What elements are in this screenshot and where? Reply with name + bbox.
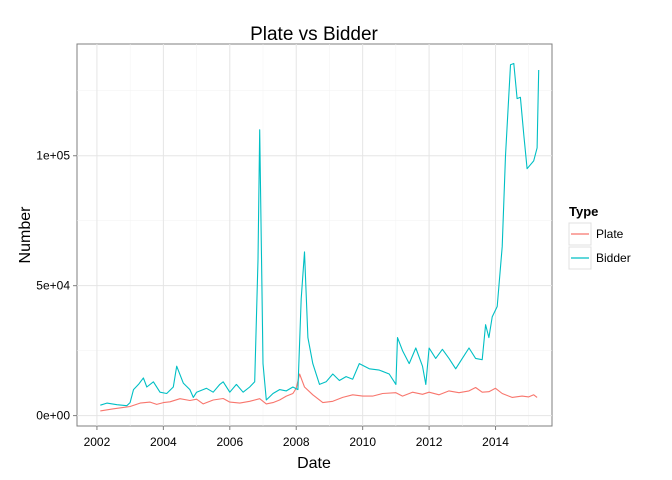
chart-title: Plate vs Bidder xyxy=(250,24,378,45)
series-line-plate xyxy=(100,373,538,412)
legend-label: Bidder xyxy=(596,251,631,265)
series-line-bidder xyxy=(100,62,540,407)
y-tick-label: 0e+00 xyxy=(36,409,70,423)
x-tick-label: 2002 xyxy=(84,435,111,449)
x-tick-label: 2008 xyxy=(283,435,310,449)
grid-minor xyxy=(77,44,552,426)
x-axis-label: Date xyxy=(297,455,331,472)
legend-label: Plate xyxy=(596,227,624,241)
x-tick-label: 2014 xyxy=(482,435,509,449)
y-tick-label: 1e+05 xyxy=(36,149,70,163)
x-axis-ticks: 2002 2004 2006 2008 2010 2012 2014 xyxy=(84,426,509,449)
legend-title: Type xyxy=(569,204,598,219)
legend-items: Plate Bidder xyxy=(568,222,631,270)
x-tick-label: 2010 xyxy=(349,435,376,449)
y-tick-label: 5e+04 xyxy=(36,279,70,293)
y-axis-label: Number xyxy=(17,206,34,264)
legend: Type Plate Bidder xyxy=(568,204,631,270)
grid-major xyxy=(77,44,552,426)
y-axis-ticks: 0e+00 5e+04 1e+05 xyxy=(36,149,77,423)
plot-panel xyxy=(76,43,553,427)
legend-item-bidder: Bidder xyxy=(568,246,631,270)
x-tick-label: 2004 xyxy=(150,435,177,449)
x-tick-label: 2006 xyxy=(216,435,243,449)
legend-item-plate: Plate xyxy=(568,222,624,246)
series-layer xyxy=(100,62,540,412)
x-tick-label: 2012 xyxy=(416,435,443,449)
